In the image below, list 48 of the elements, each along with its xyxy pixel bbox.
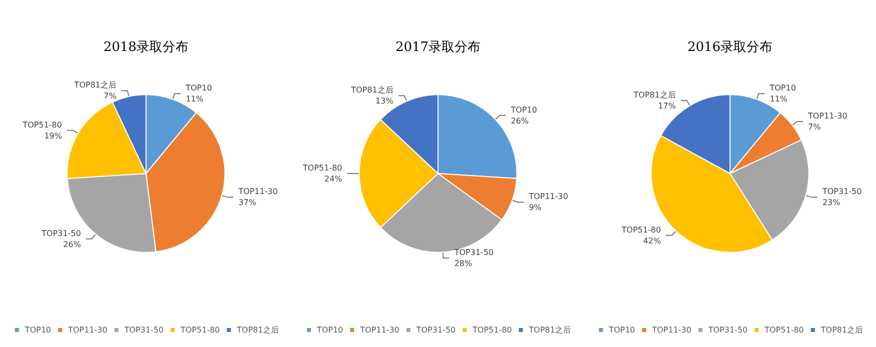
data-label: 23% — [822, 198, 841, 208]
slice-label: TOP31-50 — [40, 228, 81, 238]
data-label: 11% — [770, 94, 788, 104]
data-label: 11% — [186, 94, 204, 104]
legend-label: TOP51-80 — [472, 326, 512, 334]
slice-label: TOP81之后 — [73, 80, 116, 90]
chart-title: 2017录取分布 — [395, 40, 481, 55]
legend-label: TOP31-50 — [123, 326, 164, 334]
legend-label: TOP81之后 — [820, 326, 864, 334]
slice-label: TOP31-50 — [453, 248, 494, 258]
slice-label: TOP51-80 — [22, 120, 62, 130]
data-label: 19% — [44, 131, 62, 140]
data-label: 9% — [528, 203, 542, 212]
slice-label: TOP81之后 — [632, 90, 676, 100]
slice-label: TOP51-80 — [302, 164, 342, 172]
legend-label: TOP11-30 — [651, 326, 692, 334]
slice-label: TOP11-30 — [807, 112, 848, 120]
slice-label: TOP10 — [510, 105, 538, 114]
legend-label: TOP81之后 — [236, 326, 280, 334]
slice-label: TOP11-30 — [237, 187, 278, 196]
legend-label: TOP31-50 — [707, 326, 748, 334]
data-label: 17% — [658, 101, 676, 110]
legend-label: TOP11-30 — [359, 326, 400, 334]
data-label: 7% — [104, 92, 117, 101]
legend-label: TOP10 — [24, 326, 52, 334]
legend-label: TOP81之后 — [528, 326, 572, 334]
data-label: 13% — [376, 96, 394, 106]
chart-title: 2018录取分布 — [103, 40, 189, 55]
data-label: 28% — [454, 259, 473, 268]
data-label: 26% — [510, 116, 530, 126]
data-label: 26% — [63, 240, 82, 249]
legend-label: TOP10 — [316, 326, 344, 334]
data-label: 7% — [808, 122, 822, 132]
legend-label: TOP51-80 — [180, 326, 220, 334]
slice-label: TOP51-80 — [620, 225, 661, 234]
chart-title: 2016录取分布 — [687, 40, 773, 55]
slice-label: TOP81之后 — [350, 86, 394, 95]
slice-label: TOP10 — [768, 84, 796, 93]
data-label: 42% — [643, 236, 662, 246]
data-label: 24% — [324, 174, 343, 184]
legend-label: TOP10 — [608, 326, 636, 334]
legend-label: TOP31-50 — [415, 326, 456, 334]
legend-label: TOP51-80 — [764, 326, 804, 334]
slice-label: TOP11-30 — [528, 192, 568, 202]
data-label: 37% — [238, 198, 257, 208]
slice-label: TOP10 — [184, 84, 212, 93]
slice-label: TOP31-50 — [821, 187, 862, 196]
legend-label: TOP11-30 — [67, 326, 108, 334]
